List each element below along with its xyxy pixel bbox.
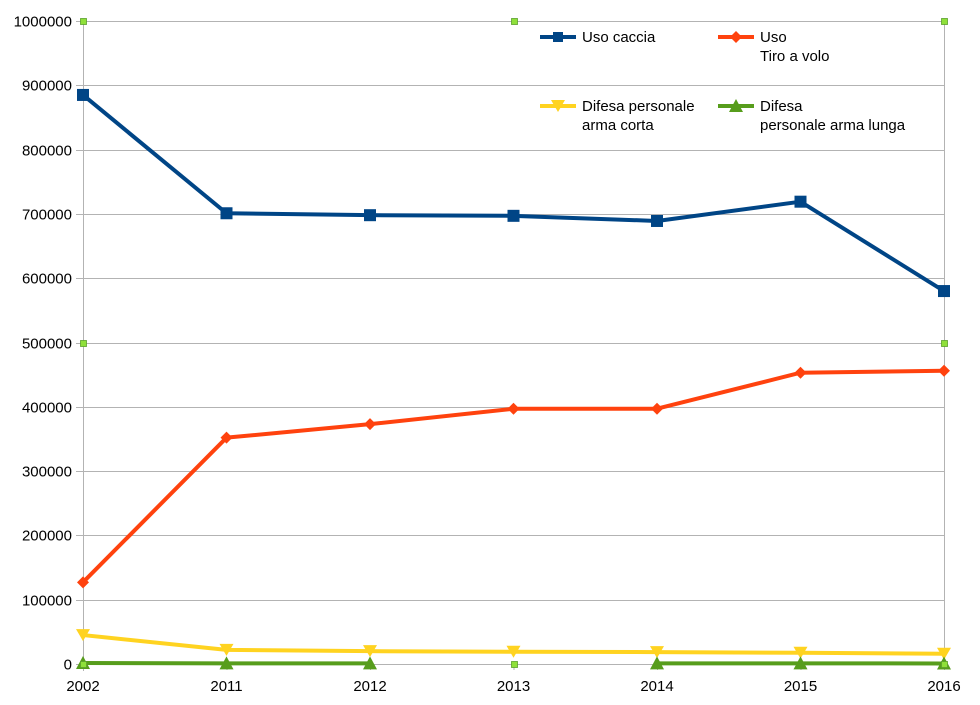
data-point xyxy=(651,402,663,415)
selection-handle xyxy=(941,340,948,347)
legend-label: personale arma lunga xyxy=(760,117,906,134)
legend-item: Difesa personale arma corta xyxy=(540,98,695,134)
x-axis-ticks: 2002 2011 2012 2013 2014 2015 2016 xyxy=(66,664,961,695)
y-tick-label: 800000 xyxy=(22,143,72,160)
x-tick-label: 2002 xyxy=(66,678,99,695)
data-point xyxy=(76,629,90,642)
x-tick-label: 2014 xyxy=(640,678,673,695)
x-tick-label: 2011 xyxy=(210,678,242,695)
data-point xyxy=(650,646,664,659)
legend-label: arma corta xyxy=(582,117,654,134)
y-tick-label: 0 xyxy=(64,657,72,674)
selection-handle xyxy=(80,661,87,668)
legend-item: Uso caccia xyxy=(540,29,656,46)
data-point xyxy=(219,643,234,656)
y-tick-label: 1000000 xyxy=(14,14,72,31)
selection-handle xyxy=(80,340,87,347)
y-tick-label: 300000 xyxy=(22,464,72,481)
series-0 xyxy=(77,88,950,298)
legend: Uso caccia Uso Tiro a volo Difesa personale… xyxy=(540,29,906,134)
data-point xyxy=(219,656,234,670)
data-point xyxy=(506,645,521,658)
data-point xyxy=(937,647,951,660)
data-point xyxy=(938,285,950,298)
legend-swatch-marker xyxy=(729,99,743,112)
legend-swatch-marker xyxy=(553,32,563,42)
series-line xyxy=(81,368,945,584)
selection-handle xyxy=(941,661,948,668)
data-point xyxy=(77,576,89,589)
series-2 xyxy=(76,629,951,660)
legend-swatch-marker xyxy=(551,100,565,112)
legend-swatch-marker xyxy=(730,31,742,43)
data-point xyxy=(793,646,808,659)
series xyxy=(76,88,951,670)
selection-handle xyxy=(511,661,518,668)
data-point xyxy=(794,366,807,379)
data-point xyxy=(220,207,233,220)
selection-handle xyxy=(941,18,948,25)
data-point xyxy=(793,656,808,670)
legend-item: Difesa personale arma lunga xyxy=(718,98,906,134)
y-tick-label: 400000 xyxy=(22,400,72,417)
y-tick-label: 200000 xyxy=(22,528,72,545)
y-tick-label: 500000 xyxy=(22,336,72,353)
x-tick-label: 2012 xyxy=(353,678,386,695)
data-point xyxy=(364,209,376,222)
data-point xyxy=(363,656,377,670)
data-point xyxy=(77,88,89,101)
selection-handles xyxy=(80,18,948,668)
data-point xyxy=(650,656,664,670)
x-tick-label: 2015 xyxy=(784,678,817,695)
data-point xyxy=(363,645,377,658)
y-axis-ticks: 0 100000 200000 300000 400000 500000 600000 700… xyxy=(14,14,72,674)
legend-label: Uso caccia xyxy=(582,29,656,46)
y-tick-label: 900000 xyxy=(22,78,72,95)
data-point xyxy=(507,402,520,415)
data-point xyxy=(507,209,520,222)
legend-label: Uso xyxy=(760,29,787,46)
data-point xyxy=(651,214,663,227)
y-tick-label: 600000 xyxy=(22,271,72,288)
x-tick-label: 2016 xyxy=(927,678,960,695)
y-tick-label: 100000 xyxy=(22,593,72,610)
legend-label: Difesa xyxy=(760,98,803,115)
selection-handle xyxy=(511,18,518,25)
legend-label: Tiro a volo xyxy=(760,48,829,65)
data-point xyxy=(938,364,950,377)
x-tick-label: 2013 xyxy=(497,678,530,695)
selection-handle xyxy=(80,18,87,25)
data-point xyxy=(794,195,807,208)
data-point xyxy=(364,418,376,431)
data-point xyxy=(220,431,233,444)
y-tick-label: 700000 xyxy=(22,207,72,224)
legend-item: Uso Tiro a volo xyxy=(718,29,829,65)
series-1 xyxy=(77,364,950,589)
legend-label: Difesa personale xyxy=(582,98,695,115)
